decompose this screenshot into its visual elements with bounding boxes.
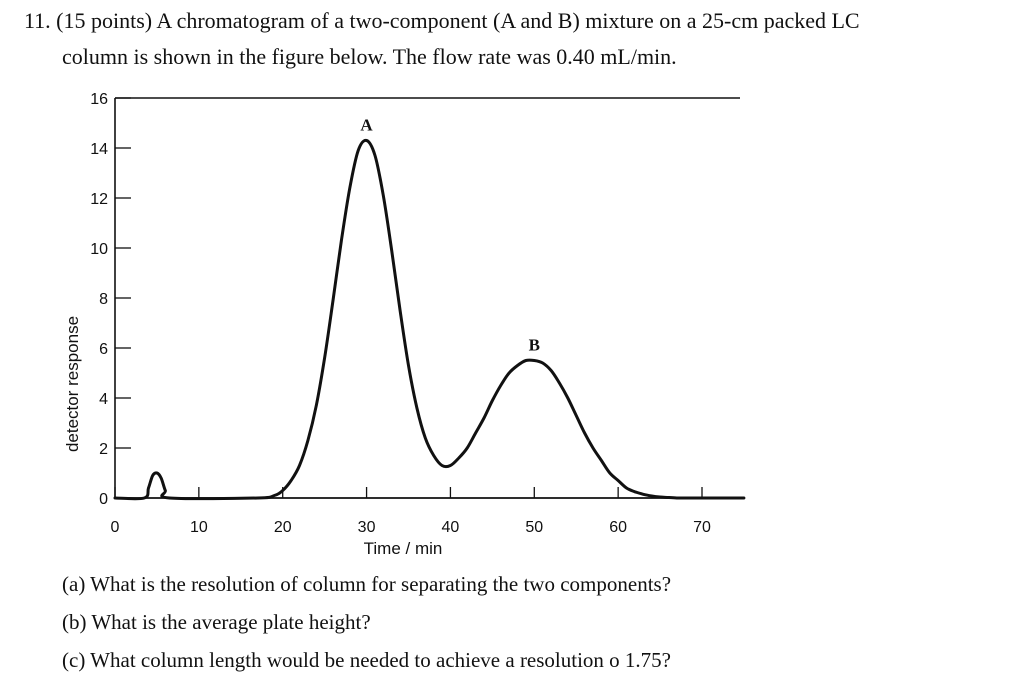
chromatogram-trace-0 — [113, 138, 746, 501]
y-tick-label: 0 — [99, 491, 108, 508]
x-tick-label: 10 — [190, 519, 208, 536]
x-tick-label: 0 — [111, 519, 120, 536]
x-axis-ticks: 0 10 20 30 40 50 60 70 — [111, 487, 711, 536]
question-line-1: 11. (15 points) A chromatogram of a two-… — [24, 8, 860, 33]
sub-question-c: (c) What column length would be needed t… — [62, 648, 671, 672]
y-tick-label: 16 — [90, 91, 108, 108]
y-tick-label: 12 — [90, 191, 108, 208]
peak-label-a: A — [360, 116, 373, 135]
x-tick-label: 60 — [609, 519, 627, 536]
x-tick-label: 40 — [442, 519, 460, 536]
x-tick-label: 50 — [525, 519, 543, 536]
y-tick-label: 14 — [90, 141, 108, 158]
x-axis-title: Time / min — [364, 539, 443, 558]
y-tick-label: 10 — [90, 241, 108, 258]
question-line-2: column is shown in the figure below. The… — [62, 44, 677, 69]
x-tick-label: 30 — [358, 519, 376, 536]
y-axis-ticks: 0 2 4 6 8 10 12 14 16 — [90, 91, 131, 508]
plot-frame — [114, 97, 740, 499]
y-tick-label: 4 — [99, 391, 108, 408]
x-tick-label: 70 — [693, 519, 711, 536]
peak-label-b: B — [529, 336, 540, 355]
y-tick-label: 8 — [99, 291, 108, 308]
y-axis-title: detector response — [63, 316, 82, 452]
series-layer — [113, 138, 746, 501]
x-tick-label: 20 — [274, 519, 292, 536]
sub-question-b: (b) What is the average plate height? — [62, 610, 371, 634]
y-tick-label: 2 — [99, 441, 108, 458]
sub-question-a: (a) What is the resolution of column for… — [62, 572, 672, 596]
annotations-layer: AB — [360, 116, 540, 355]
y-tick-label: 6 — [99, 341, 108, 358]
